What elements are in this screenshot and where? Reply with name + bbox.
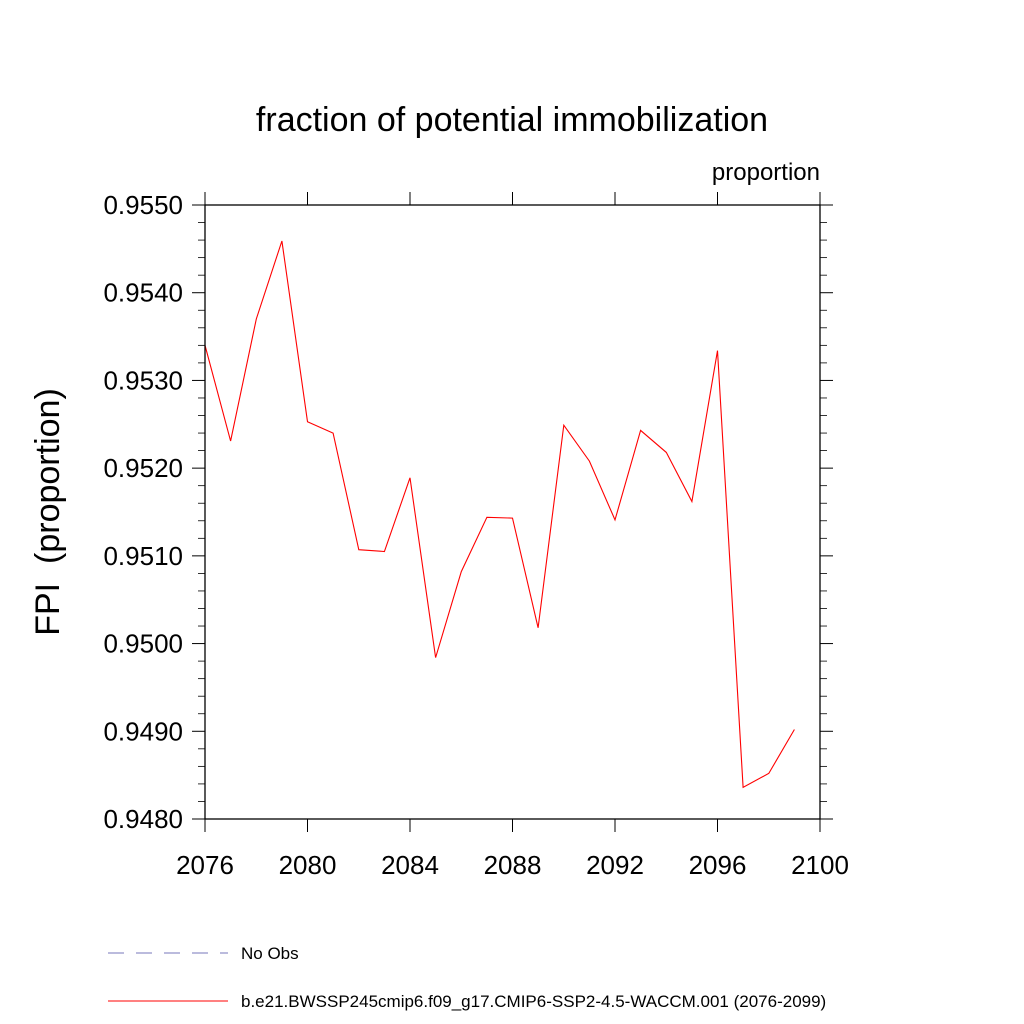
units-label: proportion [712,159,820,186]
y-tick-label: 0.9520 [103,453,183,483]
y-tick-label: 0.9530 [103,365,183,395]
x-tick-label: 2088 [484,850,542,880]
y-axis-label: FPI (proportion) [29,388,67,636]
legend-no-obs-label: No Obs [241,944,299,963]
axis-tick-labels: 0.9480 0.9490 0.9500 0.9510 0.9520 0.9530 0.95… [103,190,848,880]
chart-title: fraction of potential immobilization [256,101,768,139]
axis-ticks [192,192,833,832]
y-tick-label: 0.9480 [103,804,183,834]
y-tick-label: 0.9490 [103,716,183,746]
series-line [204,240,795,789]
y-tick-label: 0.9510 [103,541,183,571]
y-tick-label: 0.9500 [103,629,183,659]
legend: No Obs b.e21.BWSSP245cmip6.f09_g17.CMIP6… [108,944,826,1011]
x-tick-label: 2096 [689,850,747,880]
x-tick-label: 2080 [279,850,337,880]
y-tick-label: 0.9540 [103,278,183,308]
legend-series-label: b.e21.BWSSP245cmip6.f09_g17.CMIP6-SSP2-4… [241,992,826,1011]
x-tick-label: 2084 [381,850,439,880]
plot-frame [204,204,821,820]
x-tick-label: 2076 [176,850,234,880]
y-tick-label: 0.9550 [103,190,183,220]
x-tick-label: 2092 [586,850,644,880]
x-tick-label: 2100 [791,850,849,880]
series-layer [204,240,795,789]
